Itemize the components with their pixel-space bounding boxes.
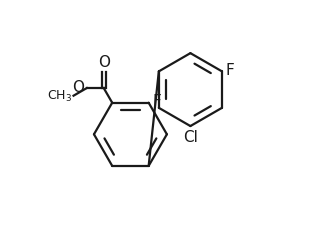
Text: O: O xyxy=(98,55,110,70)
Text: O: O xyxy=(72,80,84,95)
Text: F: F xyxy=(226,63,234,78)
Text: Cl: Cl xyxy=(183,130,198,145)
Text: F: F xyxy=(152,94,161,109)
Text: CH$_3$: CH$_3$ xyxy=(47,89,72,104)
